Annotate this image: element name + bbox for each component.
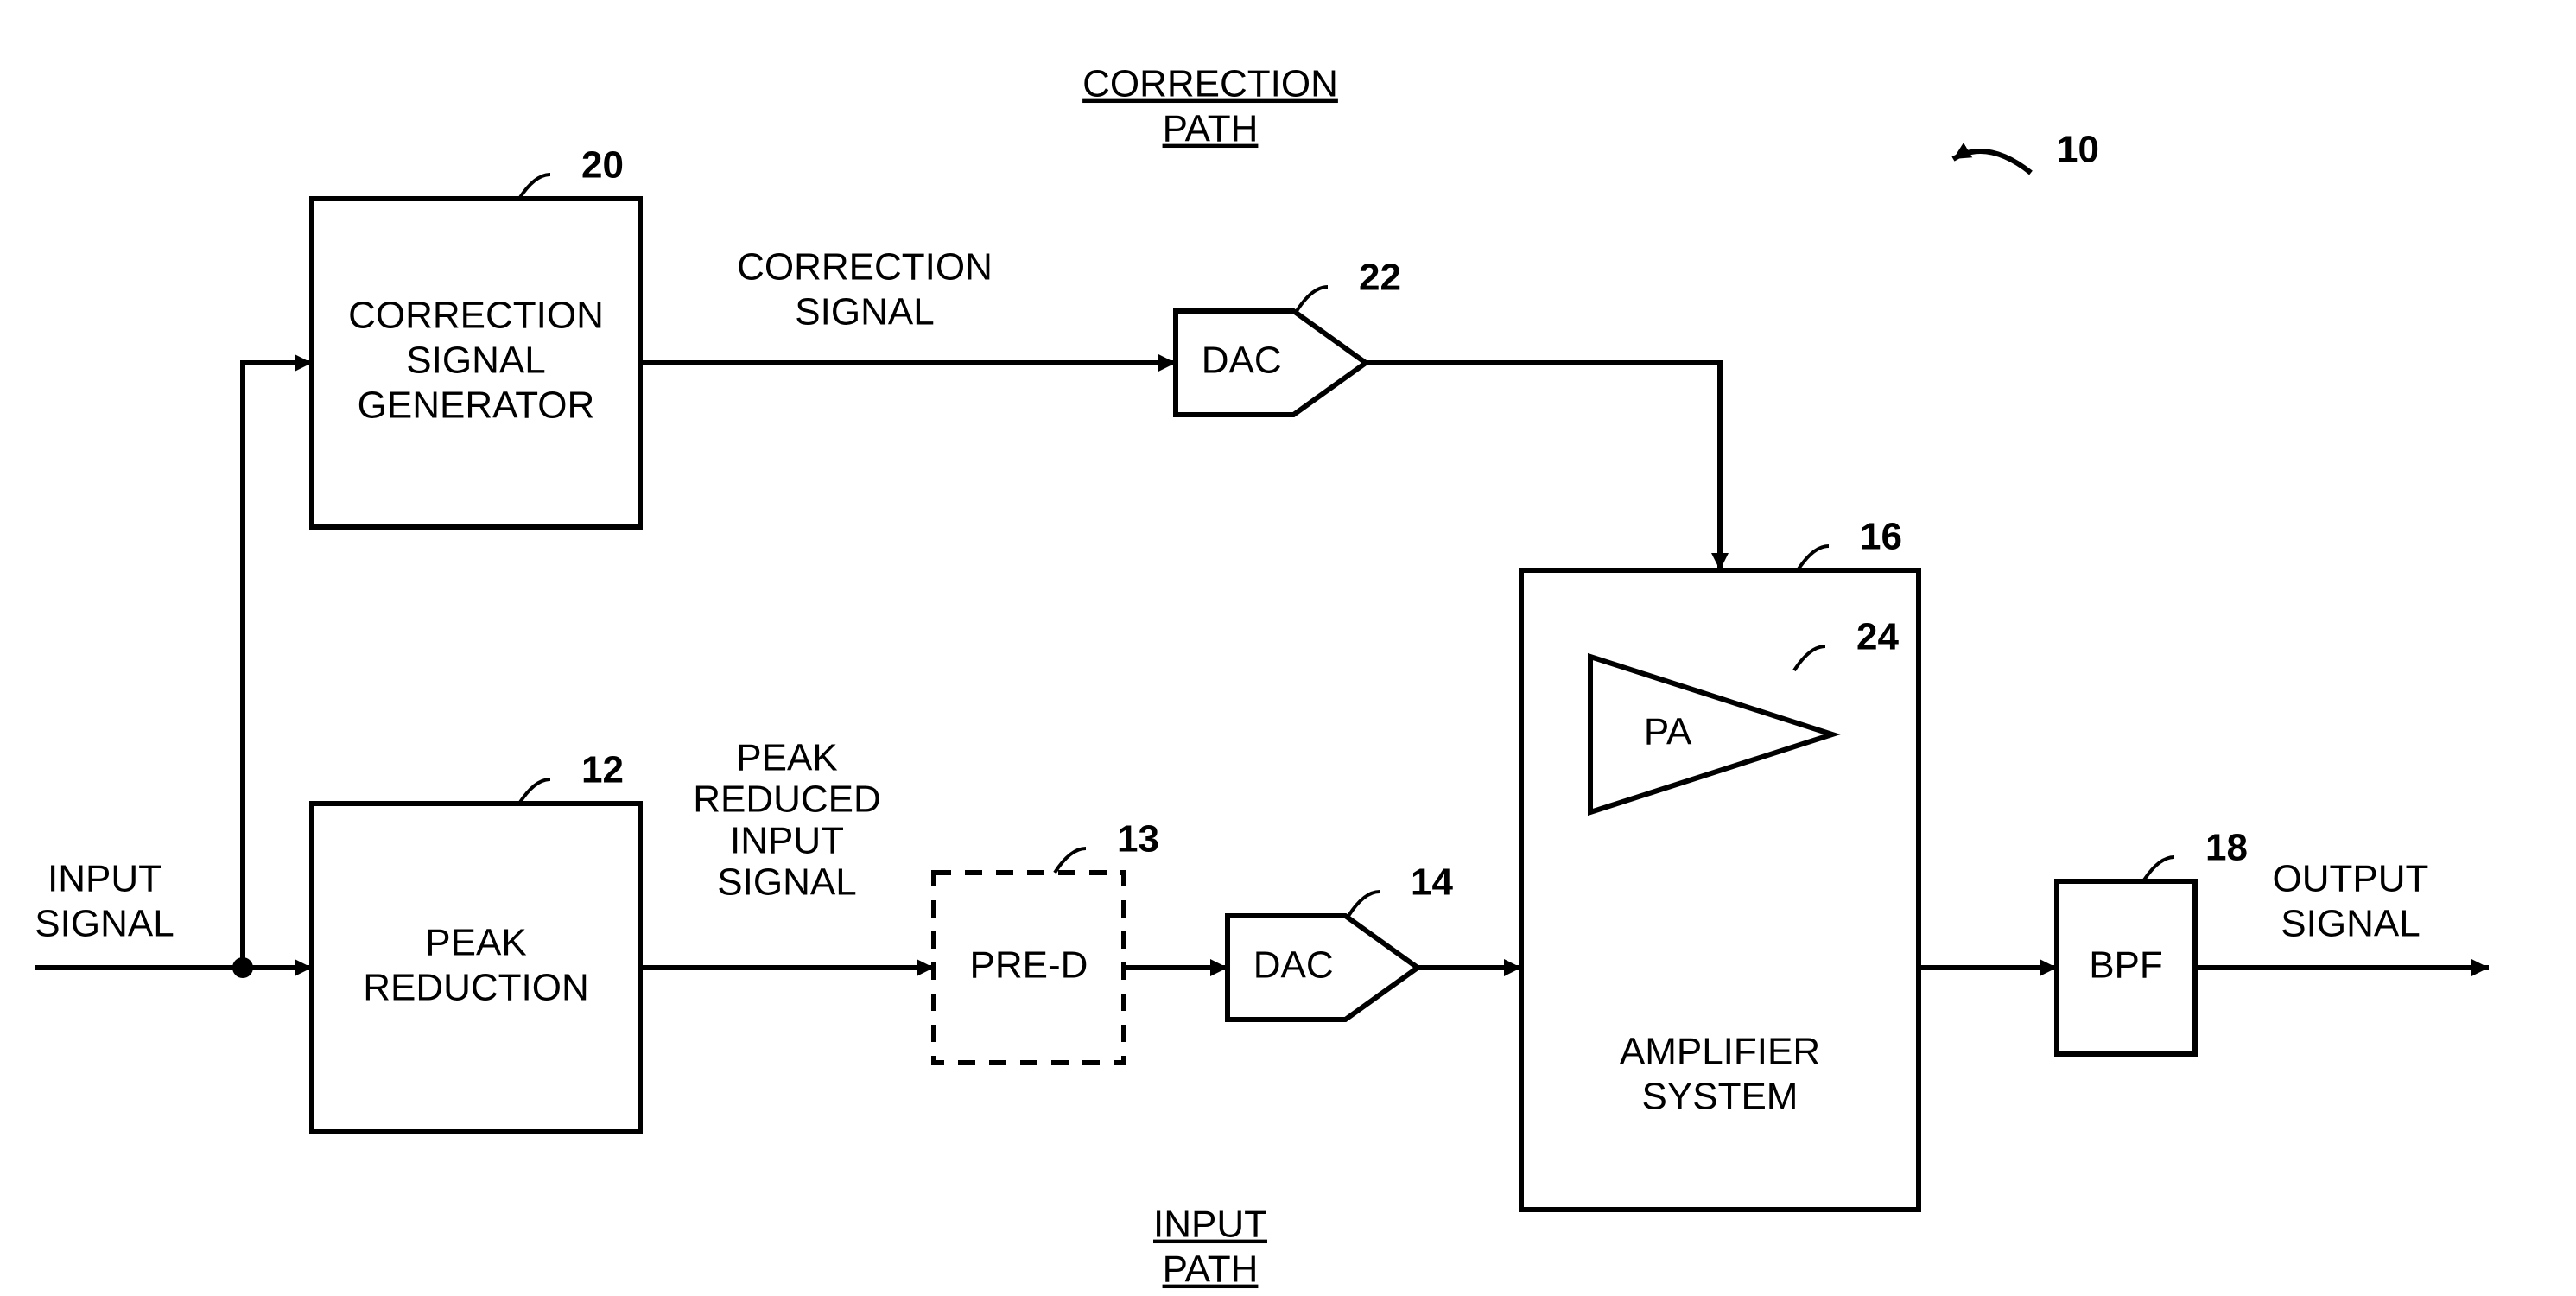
svg-text:PA: PA <box>1644 711 1692 753</box>
ref-14: 14 <box>1411 861 1453 904</box>
svg-text:DAC: DAC <box>1202 340 1282 382</box>
svg-text:DAC: DAC <box>1253 944 1334 987</box>
block-correction-signal-generator: CORRECTIONSIGNALGENERATOR <box>312 199 640 527</box>
ref-10: 10 <box>2057 129 2099 171</box>
ref-24: 24 <box>1856 616 1899 658</box>
block-pre-d: PRE-D <box>934 873 1124 1063</box>
svg-text:INPUT: INPUT <box>48 858 162 900</box>
svg-text:SIGNAL: SIGNAL <box>35 903 174 945</box>
block-dac-upper: DAC <box>1176 311 1366 415</box>
ref-22: 22 <box>1359 257 1401 299</box>
svg-text:CORRECTION: CORRECTION <box>737 246 993 289</box>
svg-text:PRE-D: PRE-D <box>970 944 1088 987</box>
svg-text:OUTPUT: OUTPUT <box>2273 858 2429 900</box>
ref-10-arrow <box>1953 151 2031 173</box>
svg-text:SIGNAL: SIGNAL <box>406 340 545 382</box>
block-peak-reduction: PEAKREDUCTION <box>312 804 640 1132</box>
svg-text:PATH: PATH <box>1163 1248 1259 1291</box>
ref-18: 18 <box>2205 827 2248 869</box>
svg-text:AMPLIFIER: AMPLIFIER <box>1620 1031 1820 1073</box>
svg-text:PEAK: PEAK <box>425 922 526 964</box>
junction-input <box>232 957 253 978</box>
ref-13: 13 <box>1117 818 1159 861</box>
block-dac-lower: DAC <box>1228 916 1418 1020</box>
svg-text:CORRECTION: CORRECTION <box>1082 63 1338 105</box>
svg-text:INPUT: INPUT <box>1153 1204 1267 1246</box>
svg-text:PATH: PATH <box>1163 108 1259 150</box>
svg-text:PEAK: PEAK <box>736 737 837 779</box>
wire-dac-upper-to-amp <box>1366 363 1720 570</box>
svg-text:BPF: BPF <box>2089 944 2163 987</box>
svg-text:SYSTEM: SYSTEM <box>1642 1076 1799 1118</box>
svg-text:SIGNAL: SIGNAL <box>717 861 856 904</box>
svg-text:INPUT: INPUT <box>730 820 844 862</box>
svg-text:CORRECTION: CORRECTION <box>348 295 604 337</box>
pa-triangle <box>1590 657 1832 812</box>
svg-text:REDUCED: REDUCED <box>693 778 881 821</box>
ref-16: 16 <box>1860 516 1902 558</box>
ref-20: 20 <box>581 144 624 187</box>
wire-input-to-correction-generator <box>243 363 312 968</box>
svg-text:SIGNAL: SIGNAL <box>2281 903 2420 945</box>
ref-12: 12 <box>581 749 624 791</box>
block-bpf: BPF <box>2057 881 2195 1054</box>
svg-text:SIGNAL: SIGNAL <box>795 291 934 334</box>
block-amplifier-system: AMPLIFIERSYSTEM PA <box>1521 570 1919 1210</box>
svg-text:GENERATOR: GENERATOR <box>358 384 595 427</box>
svg-text:REDUCTION: REDUCTION <box>363 967 589 1009</box>
